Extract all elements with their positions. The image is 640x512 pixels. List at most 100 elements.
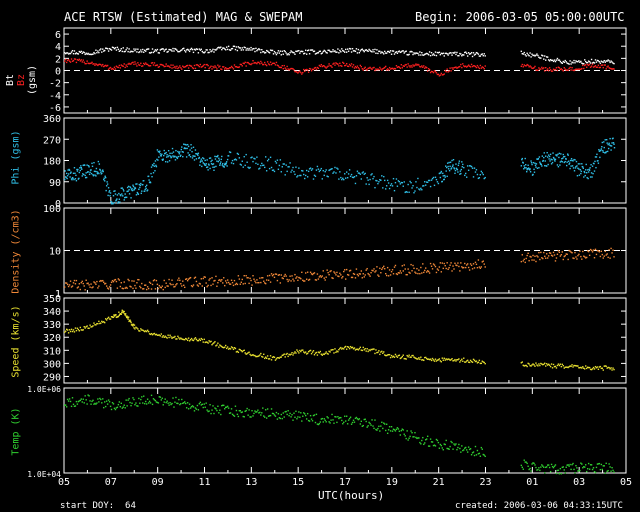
data-point (144, 400, 147, 403)
data-point (450, 52, 452, 54)
data-point (394, 181, 397, 184)
data-point (244, 282, 246, 285)
data-point (398, 430, 401, 432)
data-point (564, 366, 566, 368)
data-point (88, 173, 91, 176)
data-point (376, 49, 378, 51)
data-point (418, 54, 420, 56)
data-point (167, 50, 169, 53)
data-point (165, 336, 167, 338)
data-point (220, 46, 222, 48)
data-point (585, 169, 587, 171)
data-point (439, 360, 442, 362)
data-point (378, 181, 380, 183)
data-point (71, 49, 74, 52)
data-point (475, 263, 478, 266)
data-point (414, 357, 416, 359)
data-point (417, 177, 419, 180)
data-point (591, 176, 593, 178)
data-point (542, 55, 544, 57)
data-point (233, 279, 236, 282)
data-point (409, 180, 411, 183)
data-point (440, 361, 443, 363)
data-point (314, 53, 317, 55)
data-point (461, 66, 463, 69)
data-point (259, 167, 261, 169)
data-point (328, 273, 330, 276)
data-point (131, 402, 133, 404)
data-point (546, 156, 549, 158)
data-point (550, 163, 553, 165)
data-point (267, 279, 270, 281)
data-point (346, 423, 349, 425)
data-point (458, 66, 460, 68)
data-point (613, 62, 615, 65)
data-point (142, 402, 144, 404)
data-point (552, 152, 554, 154)
data-point (160, 399, 162, 401)
data-point (554, 60, 557, 63)
data-point (174, 335, 176, 338)
data-point (184, 278, 187, 281)
data-point (353, 421, 356, 423)
data-point (211, 50, 213, 52)
data-point (223, 277, 225, 279)
data-point (377, 274, 379, 276)
data-point (479, 267, 482, 269)
data-point (176, 338, 178, 340)
data-point (72, 282, 75, 284)
data-point (589, 176, 592, 178)
data-point (426, 53, 429, 55)
data-point (348, 347, 351, 350)
data-point (85, 52, 87, 54)
data-point (238, 47, 241, 49)
data-point (300, 174, 302, 177)
begin-timestamp: Begin: 2006-03-05 05:00:00UTC (415, 10, 625, 24)
data-point (567, 366, 569, 369)
data-point (77, 59, 80, 61)
data-point (482, 453, 484, 456)
data-point (582, 467, 584, 469)
data-point (221, 164, 223, 166)
x-tick-label: 05 (620, 477, 632, 488)
data-point (128, 320, 130, 323)
data-point (207, 64, 209, 67)
data-point (155, 164, 157, 167)
data-point (184, 338, 186, 341)
data-point (411, 66, 413, 68)
data-point (262, 164, 264, 167)
data-point (217, 64, 219, 66)
data-point (66, 59, 69, 62)
data-point (558, 152, 561, 155)
data-point (210, 160, 212, 163)
data-point (441, 53, 443, 55)
data-point (119, 49, 122, 52)
data-point (562, 258, 564, 261)
data-point (135, 287, 137, 289)
data-point (565, 366, 567, 368)
data-point (412, 264, 414, 267)
data-point (159, 49, 162, 51)
data-point (178, 151, 180, 154)
data-point (300, 277, 302, 280)
data-point (453, 167, 455, 169)
data-point (383, 53, 385, 55)
data-point (225, 162, 227, 165)
data-point (157, 287, 160, 290)
data-point (235, 46, 238, 48)
data-point (549, 160, 551, 162)
data-point (160, 48, 162, 51)
data-point (415, 272, 417, 274)
data-point (128, 189, 130, 191)
data-point (166, 337, 168, 339)
data-point (323, 418, 325, 420)
data-point (126, 316, 129, 319)
data-point (452, 265, 454, 267)
data-point (537, 157, 540, 160)
speed-ylabel: Speed (km/s) (10, 305, 22, 378)
data-point (95, 175, 97, 177)
data-point (289, 275, 291, 277)
data-point (181, 398, 183, 401)
data-point (394, 353, 397, 356)
